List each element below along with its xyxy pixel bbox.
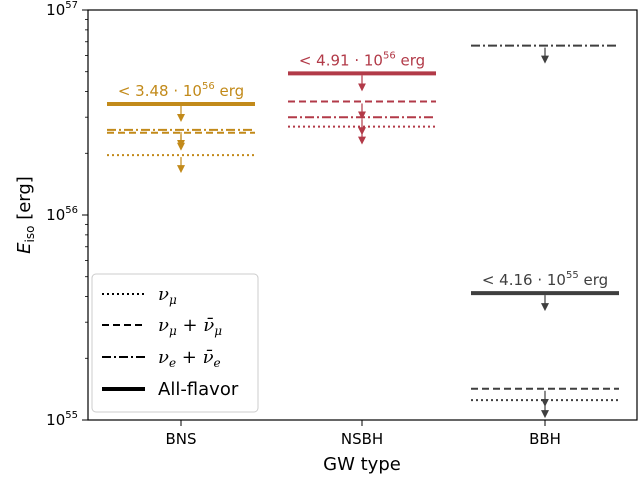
y-tick-label-55: 1055 [46, 410, 78, 429]
legend-box [91, 273, 259, 413]
x-tick-label-nsbh: NSBH [341, 430, 383, 448]
x-axis-title: GW type [323, 454, 401, 475]
legend-label-numu-numubar: νμ + ν̄μ [158, 315, 222, 338]
x-tick-label-bbh: BBH [529, 430, 561, 448]
x-axis: BNS NSBH BBH [165, 420, 561, 448]
legend-label-nue-nuebar: νe + ν̄e [158, 347, 221, 370]
legend: νμ νμ + ν̄μ νe + ν̄e All-flavor [91, 273, 259, 413]
y-axis-title: Eiso [erg] [14, 176, 37, 254]
legend-label-numu: νμ [158, 284, 177, 307]
legend-label-all-flavor: All-flavor [158, 379, 239, 400]
x-tick-label-bns: BNS [165, 430, 196, 448]
y-axis: 1055 1056 1057 [46, 0, 88, 429]
nsbh-upper-limit-label: < 4.91 · 1056 erg [299, 50, 425, 69]
chart-marks: < 3.48 · 1056 erg < 4.91 · 1056 erg < 4.16… [107, 44, 619, 419]
y-tick-label-56: 1056 [46, 205, 78, 224]
y-tick-label-57: 1057 [46, 0, 78, 19]
bbh-upper-limit-label: < 4.16 · 1055 erg [482, 270, 608, 289]
bns-upper-limit-label: < 3.48 · 1056 erg [118, 81, 244, 100]
svg-text:Eiso [erg]: Eiso [erg] [14, 176, 37, 254]
